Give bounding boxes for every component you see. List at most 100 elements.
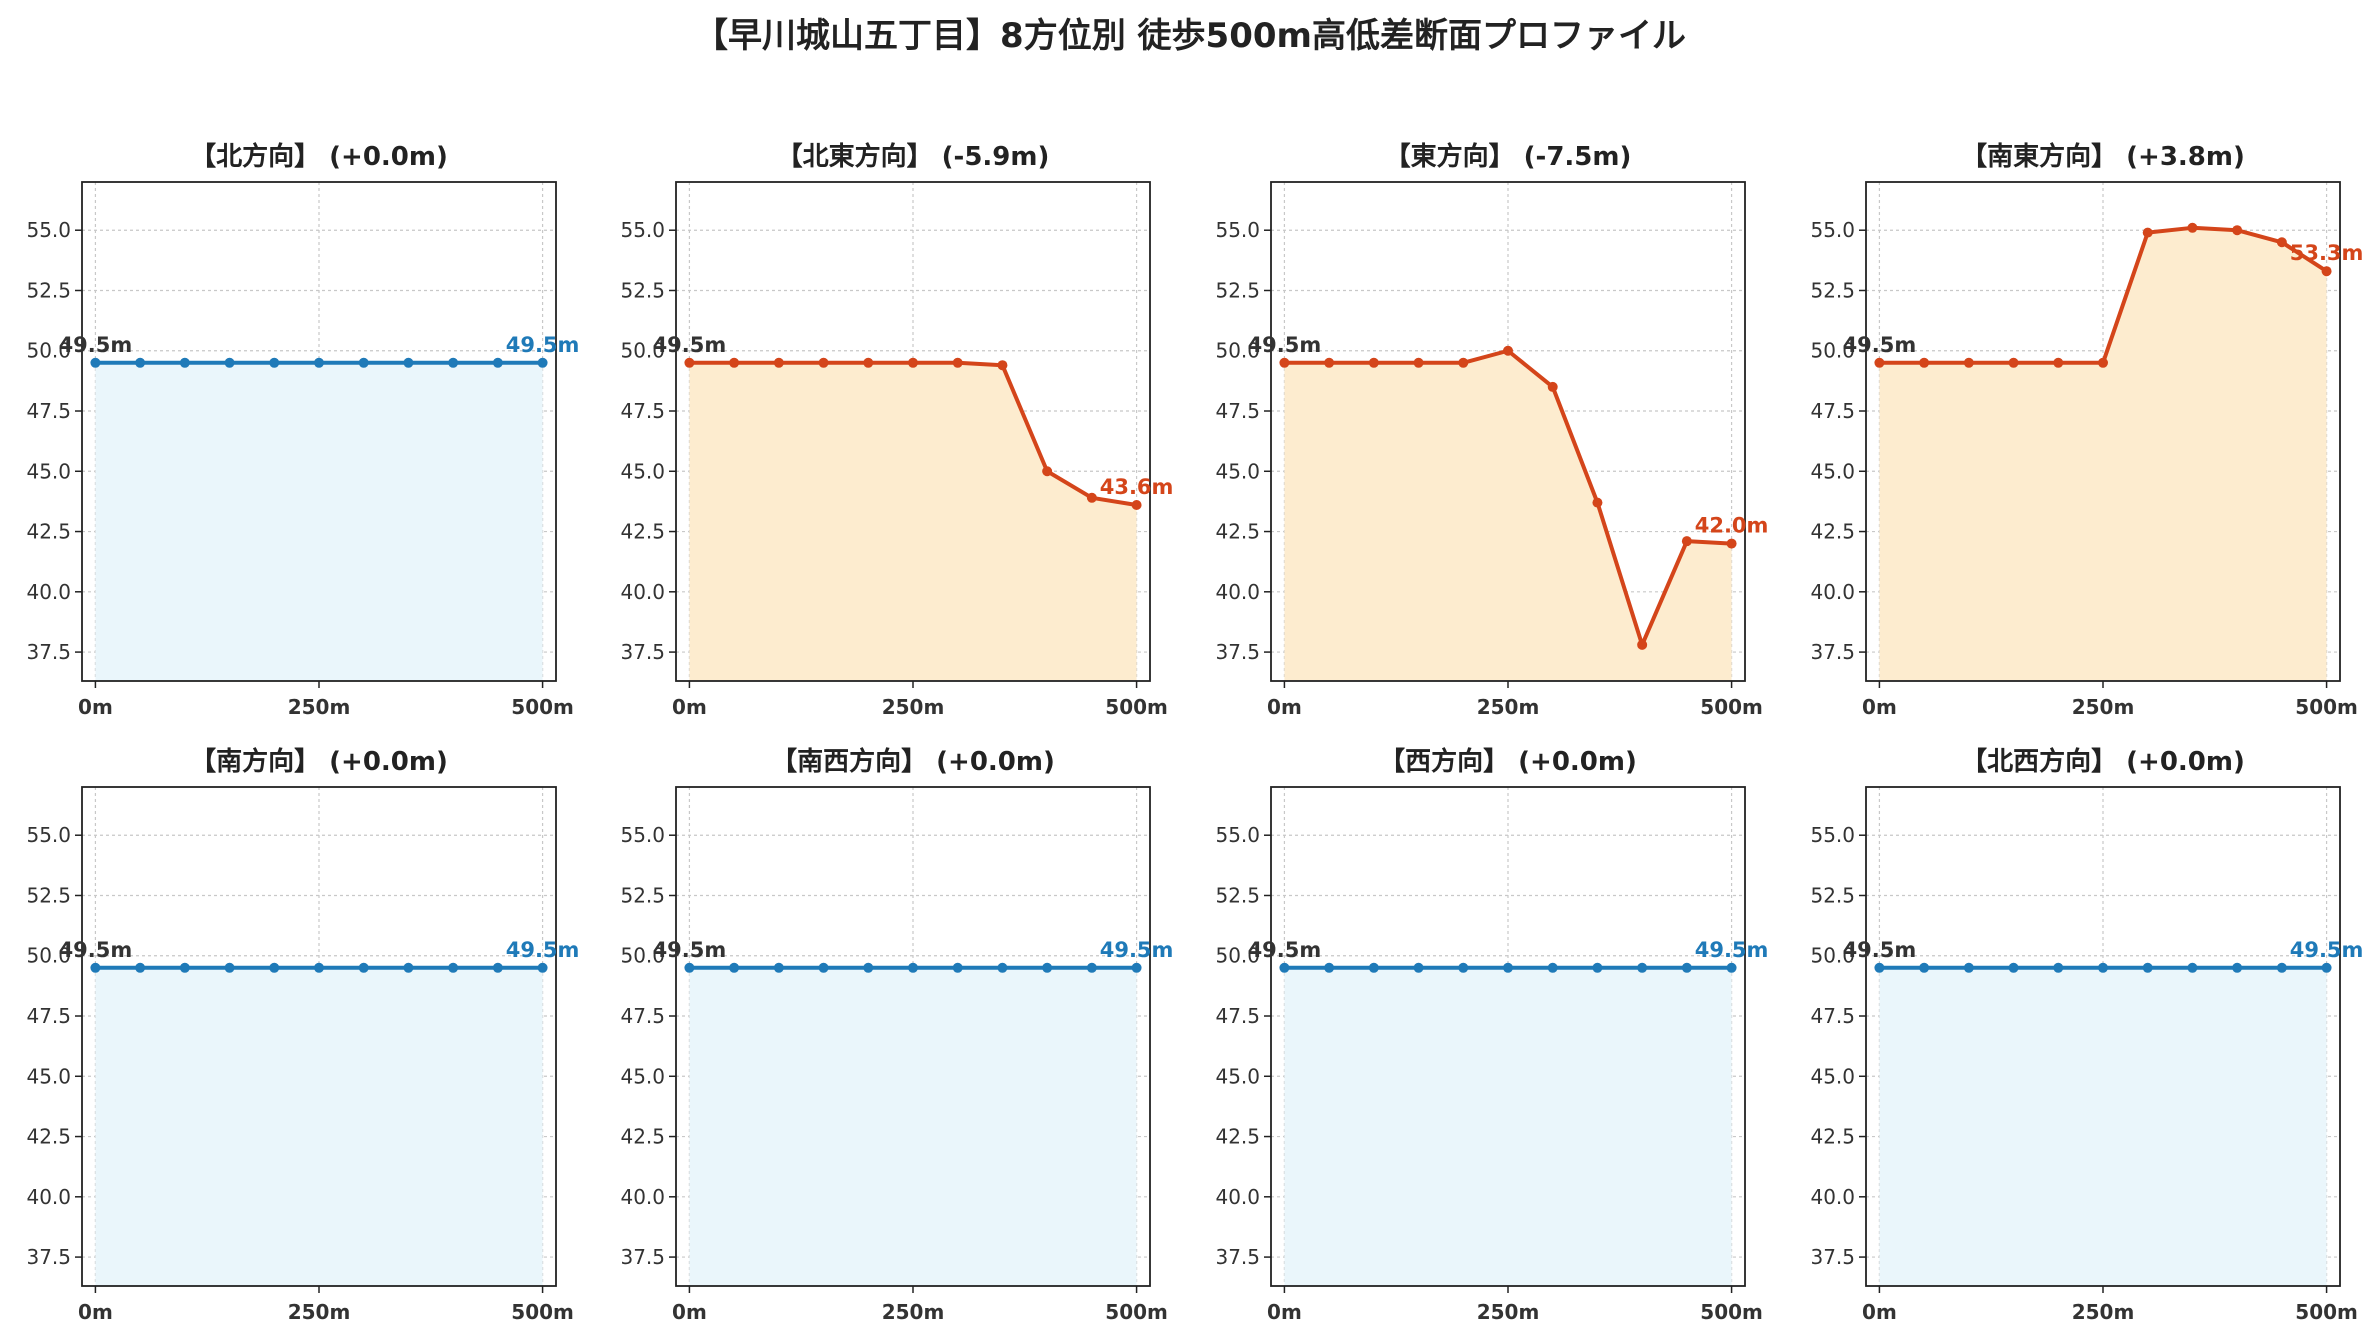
data-point <box>1919 357 1930 368</box>
y-tick-label: 55.0 <box>1810 218 1855 242</box>
start-value-label: 49.5m <box>653 333 727 357</box>
end-value-label: 49.5m <box>1695 938 1769 962</box>
start-value-label: 49.5m <box>1843 333 1917 357</box>
data-point <box>1279 357 1290 368</box>
y-tick-label: 42.5 <box>1215 1125 1260 1149</box>
x-tick-label: 500m <box>1700 695 1763 719</box>
panel-title: 【東方向】 (-7.5m) <box>1385 141 1632 172</box>
y-tick-label: 37.5 <box>1215 640 1260 664</box>
end-value-label: 42.0m <box>1695 514 1769 538</box>
y-tick-label: 45.0 <box>1810 1064 1855 1088</box>
y-tick-label: 52.5 <box>26 278 71 302</box>
data-point <box>952 357 963 368</box>
data-point <box>773 962 784 973</box>
data-point <box>448 357 459 368</box>
x-tick-label: 500m <box>2295 1300 2358 1324</box>
y-tick-label: 40.0 <box>1810 1185 1855 1209</box>
y-tick-label: 42.5 <box>620 1125 665 1149</box>
data-point <box>1324 357 1335 368</box>
data-point <box>2008 962 2019 973</box>
data-point <box>1368 962 1379 973</box>
y-tick-label: 37.5 <box>620 1245 665 1269</box>
y-tick-label: 42.5 <box>620 520 665 544</box>
chart-panel-3: 【東方向】 (-7.5m) 37.5 40.0 42.5 45.0 47.5 50.0 52.… <box>1215 141 1768 719</box>
y-tick-label: 42.5 <box>26 1125 71 1149</box>
y-tick-label: 40.0 <box>1810 580 1855 604</box>
data-point <box>2187 222 2198 233</box>
end-value-label: 49.5m <box>2290 938 2364 962</box>
y-tick-label: 55.0 <box>620 218 665 242</box>
x-tick-label: 250m <box>288 1300 351 1324</box>
start-value-label: 49.5m <box>653 938 727 962</box>
y-tick-label: 55.0 <box>1810 823 1855 847</box>
data-point <box>1503 962 1513 973</box>
panel-title: 【北西方向】 (+0.0m) <box>1961 746 2245 777</box>
y-tick-label: 37.5 <box>620 640 665 664</box>
data-point <box>1963 357 1974 368</box>
panel-title: 【南西方向】 (+0.0m) <box>771 746 1055 777</box>
y-tick-label: 40.0 <box>620 580 665 604</box>
data-point <box>2098 962 2108 973</box>
data-point <box>1592 962 1603 973</box>
x-tick-label: 0m <box>1267 1300 1302 1324</box>
data-point <box>818 962 829 973</box>
y-tick-label: 45.0 <box>26 1064 71 1088</box>
data-point <box>1324 962 1335 973</box>
x-tick-label: 500m <box>511 1300 574 1324</box>
y-tick-label: 55.0 <box>26 218 71 242</box>
chart-panel-2: 【北東方向】 (-5.9m) 37.5 40.0 42.5 45.0 47.5 50.0 52… <box>620 141 1173 719</box>
data-point <box>1681 962 1692 973</box>
y-tick-label: 52.5 <box>1810 883 1855 907</box>
elevation-area <box>1284 350 1732 681</box>
data-point <box>2142 962 2153 973</box>
data-point <box>729 962 740 973</box>
data-point <box>2232 962 2243 973</box>
y-tick-label: 47.5 <box>1810 399 1855 423</box>
data-point <box>729 357 740 368</box>
x-tick-label: 500m <box>1105 1300 1168 1324</box>
x-tick-label: 250m <box>882 1300 945 1324</box>
x-tick-label: 250m <box>1477 1300 1540 1324</box>
y-tick-label: 47.5 <box>620 399 665 423</box>
y-tick-label: 45.0 <box>1810 459 1855 483</box>
x-tick-label: 0m <box>1267 695 1302 719</box>
data-point <box>1919 962 1930 973</box>
data-point <box>1592 497 1603 508</box>
y-tick-label: 52.5 <box>1810 278 1855 302</box>
data-point <box>1547 962 1558 973</box>
y-tick-label: 52.5 <box>1215 883 1260 907</box>
y-tick-label: 42.5 <box>26 520 71 544</box>
data-point <box>818 357 829 368</box>
data-point <box>314 962 324 973</box>
data-point <box>2276 237 2287 248</box>
data-point <box>1279 962 1290 973</box>
end-value-label: 53.3m <box>2290 241 2364 265</box>
y-tick-label: 50.0 <box>26 944 71 968</box>
x-tick-label: 0m <box>672 695 707 719</box>
data-point <box>90 357 101 368</box>
elevation-area <box>1879 967 2327 1286</box>
data-point <box>773 357 784 368</box>
data-point <box>1413 357 1424 368</box>
data-point <box>269 962 280 973</box>
x-tick-label: 500m <box>511 695 574 719</box>
y-tick-label: 55.0 <box>1215 218 1260 242</box>
data-point <box>1547 381 1558 392</box>
data-point <box>1458 962 1469 973</box>
y-tick-label: 50.0 <box>1810 944 1855 968</box>
data-point <box>2008 357 2019 368</box>
x-tick-label: 0m <box>78 695 113 719</box>
y-tick-label: 47.5 <box>1215 1004 1260 1028</box>
end-value-label: 49.5m <box>506 938 580 962</box>
x-tick-label: 0m <box>672 1300 707 1324</box>
y-tick-label: 42.5 <box>1810 520 1855 544</box>
data-point <box>684 357 695 368</box>
data-point <box>1726 538 1737 549</box>
data-point <box>2321 266 2332 277</box>
panel-title: 【北方向】 (+0.0m) <box>190 141 448 172</box>
data-point <box>1086 492 1097 503</box>
data-point <box>1086 962 1097 973</box>
y-tick-label: 47.5 <box>1810 1004 1855 1028</box>
data-point <box>448 962 459 973</box>
